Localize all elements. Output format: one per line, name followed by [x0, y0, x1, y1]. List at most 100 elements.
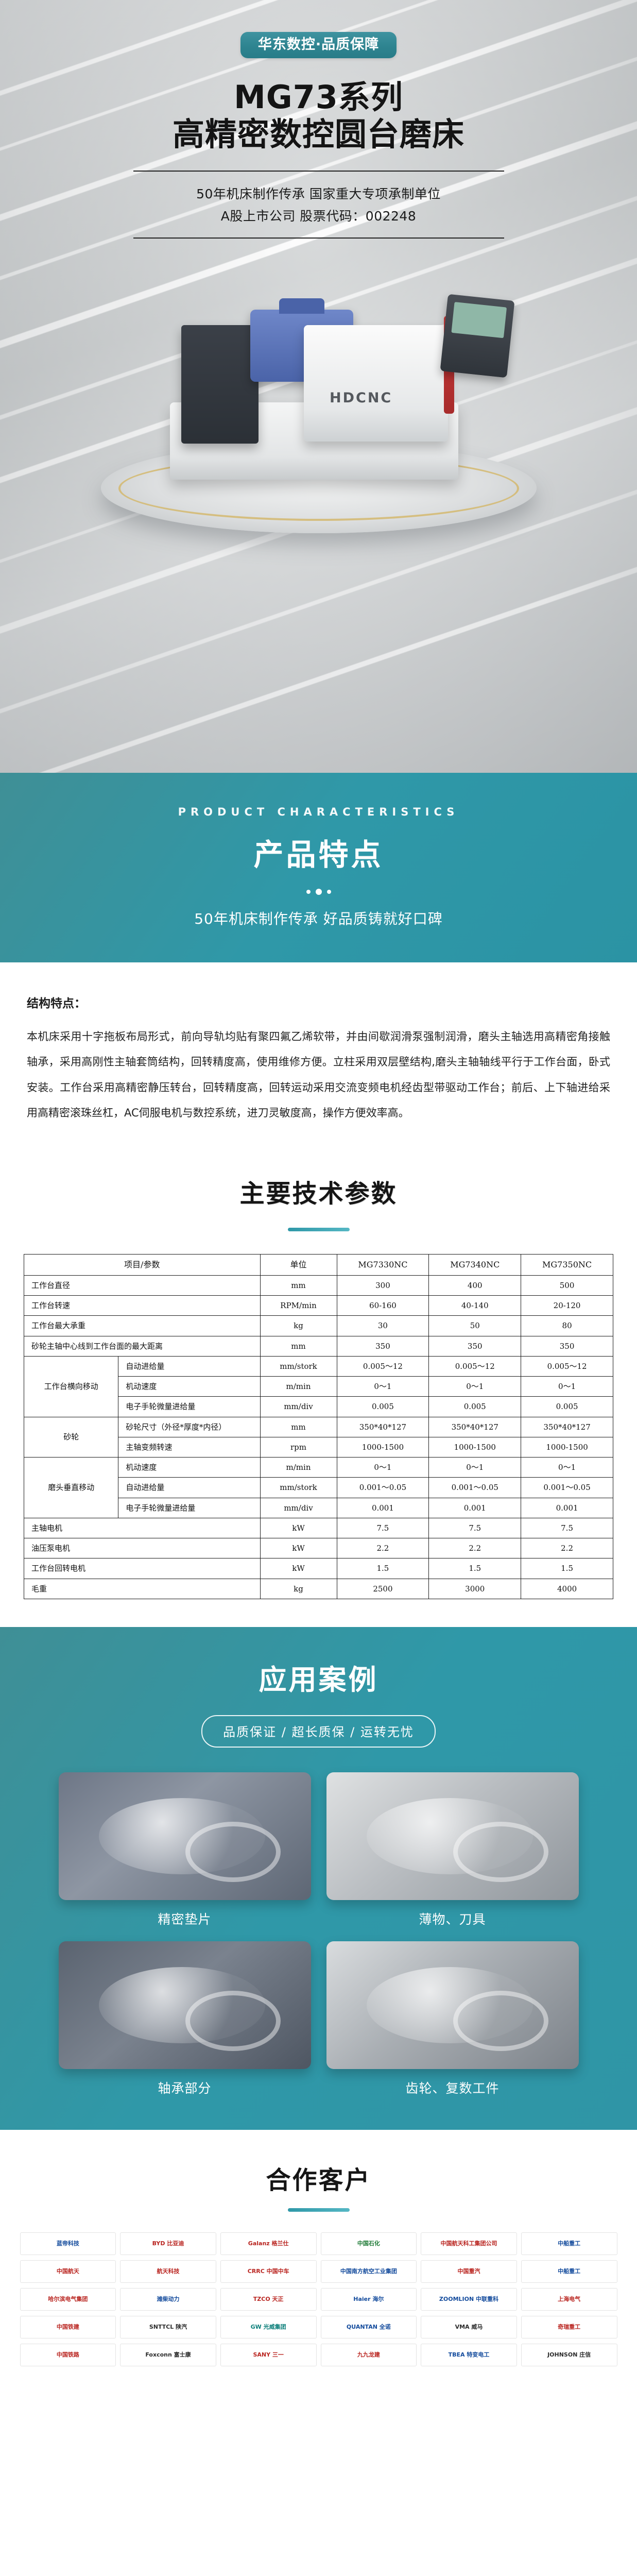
divider-bottom — [133, 237, 504, 239]
apps-grid: 精密垫片 薄物、刀具 轴承部分 齿轮、复数工件 — [58, 1772, 579, 2097]
spec-unit-cell: mm/stork — [260, 1477, 337, 1498]
case-card[interactable]: 精密垫片 — [58, 1772, 311, 1928]
spec-table-row: 油压泵电机 kW 2.2 2.2 2.2 — [24, 1538, 613, 1559]
spec-value-cell: 0.001～0.05 — [336, 1477, 429, 1498]
spec-value-cell: 0.001 — [336, 1497, 429, 1518]
case-card[interactable]: 轴承部分 — [58, 1941, 311, 2097]
product-characteristics-section: PRODUCT CHARACTERISTICS 产品特点 50年机床制作传承 好… — [0, 773, 637, 962]
spec-value-cell: 50 — [428, 1315, 522, 1336]
case-card[interactable]: 薄物、刀具 — [326, 1772, 579, 1928]
spec-value-cell: 80 — [521, 1315, 613, 1336]
case-caption: 精密垫片 — [158, 1911, 212, 1927]
spec-value-cell: 0.005 — [336, 1396, 429, 1417]
partner-logo: SANY 三一 — [220, 2343, 317, 2366]
partner-logo: 潍柴动力 — [120, 2287, 216, 2311]
partners-section: 合作客户 蓝帝科技 BYD 比亚迪 Galanz 格兰仕 中国石化 中国航天科工集团公司… — [0, 2129, 637, 2387]
hero-subtitle: 50年机床制作传承 国家重大专项承制单位 A股上市公司 股票代码：002248 — [133, 172, 504, 238]
case-caption: 薄物、刀具 — [419, 1911, 486, 1927]
spec-value-cell: 0.001～0.05 — [521, 1477, 613, 1498]
spec-value-cell: 30 — [336, 1315, 429, 1336]
subtitle-line-1: 50年机床制作传承 国家重大专项承制单位 — [196, 186, 441, 201]
spec-value-cell: 0.001～0.05 — [428, 1477, 522, 1498]
spec-value-cell: 0～1 — [336, 1457, 429, 1478]
spec-table: 项目/参数 单位 MG7330NC MG7340NC MG7350NC 工作台直… — [23, 1254, 613, 1599]
partner-logo: 中国航天 — [20, 2260, 116, 2283]
divider-top — [133, 170, 504, 172]
partner-logo: 中国铁建 — [20, 2315, 116, 2338]
case-image — [58, 1772, 311, 1900]
spec-unit-cell: mm/div — [260, 1396, 337, 1417]
spec-row-label: 工作台转速 — [24, 1295, 261, 1316]
spec-value-cell: 350 — [521, 1335, 613, 1357]
spec-value-cell: 3000 — [428, 1578, 522, 1599]
spec-value-cell: 2500 — [336, 1578, 429, 1599]
spec-value-cell: 0～1 — [336, 1376, 429, 1397]
partners-title-underline — [287, 2208, 350, 2212]
spec-table-body: 工作台直径 mm 300 400 500 工作台转速 RPM/min 60-160 40-140… — [23, 1275, 613, 1599]
features-body: 本机床采用十字拖板布局形式，前向导轨均贴有聚四氟乙烯软带，并由间歇润滑泵强制润滑… — [27, 1030, 610, 1120]
spec-value-cell: 7.5 — [521, 1517, 613, 1539]
spec-value-cell: 1000-1500 — [521, 1436, 613, 1458]
spec-value-cell: 0～1 — [521, 1376, 613, 1397]
spec-unit-cell: mm — [260, 1275, 337, 1296]
spec-value-cell: 7.5 — [428, 1517, 522, 1539]
spec-value-cell: 350 — [336, 1335, 429, 1357]
machine-illustration: HDCNC — [0, 248, 637, 608]
title-line-1: MG73系列 — [234, 78, 403, 116]
spec-value-cell: 0～1 — [428, 1457, 522, 1478]
spec-table-row: 机动速度 m/min 0～1 0～1 0～1 — [24, 1376, 613, 1397]
spec-table-row: 电子手轮微量进给量 mm/div 0.005 0.005 0.005 — [24, 1396, 613, 1417]
spec-unit-cell: kW — [260, 1538, 337, 1559]
spec-value-cell: 400 — [428, 1275, 522, 1296]
spec-table-row: 主轴电机 kW 7.5 7.5 7.5 — [24, 1517, 613, 1539]
header-cell-0: 项目/参数 — [24, 1254, 261, 1276]
spec-unit-cell: mm/stork — [260, 1355, 337, 1377]
spec-row-label: 工作台直径 — [24, 1275, 261, 1296]
spec-unit-cell: rpm — [260, 1436, 337, 1458]
specifications-section: 主要技术参数 项目/参数 单位 MG7330NC MG7340NC MG7350… — [0, 1149, 637, 1627]
spec-table-row: 磨头垂直移动 机动速度 m/min 0～1 0～1 0～1 — [23, 1457, 613, 1518]
partner-logo: 中国石化 — [320, 2232, 417, 2255]
partner-logo: 中船重工 — [521, 2260, 617, 2283]
spec-value-cell: 1.5 — [336, 1558, 429, 1579]
partner-logo: SNTTCL 陕汽 — [120, 2315, 216, 2338]
dot-ornament — [0, 887, 637, 896]
spec-value-cell: 0.005 — [521, 1396, 613, 1417]
spec-table-row: 工作台回转电机 kW 1.5 1.5 1.5 — [24, 1558, 613, 1579]
partner-logo: 中船重工 — [521, 2232, 617, 2255]
spec-value-cell: 0.005 — [428, 1396, 522, 1417]
spec-table-row: 砂轮 砂轮尺寸（外径*厚度*内径） mm 350*40*127 350*40*127 35… — [23, 1416, 613, 1458]
partner-logo: Foxconn 富士康 — [120, 2343, 216, 2366]
partners-title: 合作客户 — [266, 2165, 371, 2195]
spec-value-cell: 1000-1500 — [428, 1436, 522, 1458]
spec-value-cell: 0～1 — [428, 1376, 522, 1397]
case-image — [58, 1941, 311, 2069]
spec-unit-cell: mm/div — [260, 1497, 337, 1518]
spec-table-row: 工作台横向移动 自动进给量 mm/stork 0.005～12 0.005～12 0.00… — [23, 1355, 613, 1417]
partner-logo: JOHNSON 庄信 — [521, 2343, 617, 2366]
spec-table-row: 工作台最大承重 kg 30 50 80 — [24, 1315, 613, 1336]
partner-logo-grid: 蓝帝科技 BYD 比亚迪 Galanz 格兰仕 中国石化 中国航天科工集团公司 中船重工中… — [20, 2232, 617, 2366]
spec-sub-label: 砂轮尺寸（外径*厚度*内径） — [118, 1416, 261, 1437]
spec-value-cell: 1000-1500 — [336, 1436, 429, 1458]
spec-row-label: 毛重 — [24, 1578, 261, 1599]
spec-unit-cell: kg — [260, 1578, 337, 1599]
spec-value-cell: 7.5 — [336, 1517, 429, 1539]
partner-logo: QUANTAN 全诺 — [320, 2315, 417, 2338]
apps-title: 应用案例 — [259, 1663, 378, 1696]
spec-group-label: 磨头垂直移动 — [23, 1457, 119, 1518]
spec-value-cell: 0.005～12 — [428, 1355, 522, 1377]
partner-logo: Galanz 格兰仕 — [220, 2232, 317, 2255]
partner-logo: 蓝帝科技 — [20, 2232, 116, 2255]
partner-logo: 上海电气 — [521, 2287, 617, 2311]
case-card[interactable]: 齿轮、复数工件 — [326, 1941, 579, 2097]
case-image — [326, 1941, 579, 2069]
spec-unit-cell: kW — [260, 1517, 337, 1539]
structural-features-section: 结构特点： 本机床采用十字拖板布局形式，前向导轨均贴有聚四氟乙烯软带，并由间歇润… — [0, 962, 637, 1149]
spec-sub-label: 主轴变频转速 — [118, 1436, 261, 1458]
spec-value-cell: 1.5 — [428, 1558, 522, 1579]
characteristics-slogan: 50年机床制作传承 好品质铸就好口碑 — [194, 910, 443, 927]
application-cases-section: 应用案例 品质保证 / 超长质保 / 运转无忧 精密垫片 薄物、刀具 轴承部分 … — [0, 1626, 637, 2130]
partner-logo: 九九龙建 — [320, 2343, 417, 2366]
spec-value-cell: 350*40*127 — [428, 1416, 522, 1437]
